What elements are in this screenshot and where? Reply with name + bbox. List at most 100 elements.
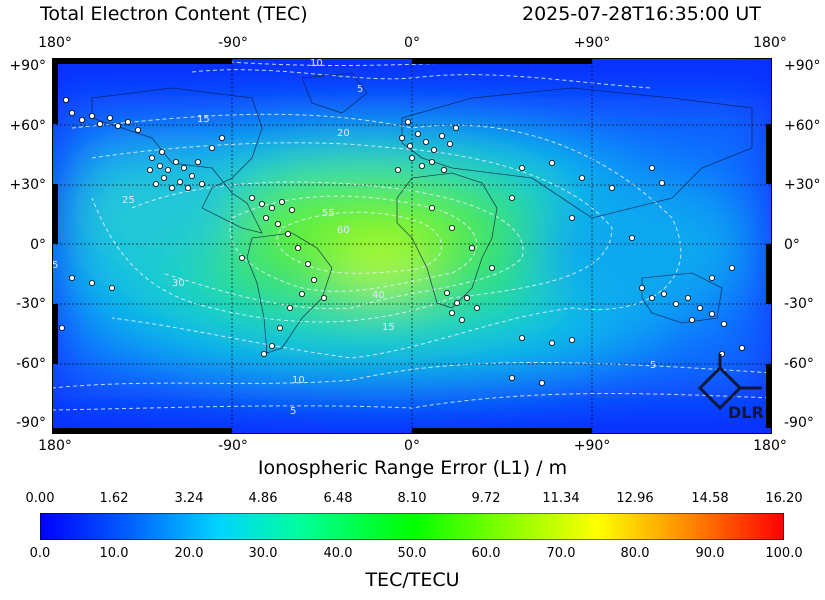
contour-50 (276, 211, 443, 274)
station-marker (430, 147, 437, 154)
station-marker (159, 149, 166, 156)
station-marker (258, 200, 265, 207)
station-marker (260, 350, 267, 357)
colorbar-bottom-tick: 100.0 (765, 546, 803, 561)
station-marker (579, 175, 586, 182)
colorbar-label: TEC/TECU (365, 569, 460, 591)
station-marker (406, 143, 413, 150)
right-lat-tick: -30° (784, 296, 814, 312)
station-marker (739, 344, 746, 351)
tec-map: 10 5 15 20 25 30 40 55 60 15 10 5 5 5 (52, 58, 772, 434)
station-marker (394, 167, 401, 174)
colorbar-bottom-tick: 10.0 (99, 546, 129, 561)
bottom-lon-tick: 180° (753, 438, 787, 454)
left-lat-tick: 0° (30, 237, 46, 253)
frame-band-bottom-2 (412, 428, 592, 434)
contour-label: 5 (52, 260, 58, 271)
colorbar-bottom-tick: 90.0 (695, 546, 725, 561)
station-marker (649, 165, 656, 172)
station-marker (448, 309, 455, 316)
coastline-eurasia (401, 87, 753, 219)
top-lon-tick: 180° (38, 35, 72, 51)
station-marker (508, 374, 515, 381)
station-marker (180, 165, 187, 172)
station-marker (468, 244, 475, 251)
colorbar-top-tick: 1.62 (99, 491, 129, 506)
contour-label: 40 (372, 290, 385, 301)
left-lat-tick: +30° (9, 177, 46, 193)
contour-label: 5 (290, 406, 296, 417)
station-marker (408, 155, 415, 162)
coastline-australia (641, 272, 723, 324)
top-lon-tick: 180° (753, 35, 787, 51)
bottom-lon-tick: -90° (218, 438, 248, 454)
station-marker (689, 316, 696, 323)
station-marker (304, 260, 311, 267)
station-marker (448, 224, 455, 231)
station-marker (609, 185, 616, 192)
coastline-north-america (91, 87, 263, 234)
station-marker (639, 284, 646, 291)
bottom-lon-tick: +90° (573, 438, 611, 454)
colorbar (40, 513, 784, 540)
bottom-lon-tick: 0° (404, 438, 420, 454)
station-marker (310, 276, 317, 283)
coastline-africa (396, 172, 498, 309)
top-lon-tick: 0° (404, 35, 420, 51)
station-marker (508, 194, 515, 201)
station-marker (97, 121, 104, 128)
station-marker (428, 159, 435, 166)
colorbar-top-tick: 11.34 (542, 491, 580, 506)
station-marker (729, 264, 736, 271)
station-marker (298, 290, 305, 297)
right-lat-tick: -90° (784, 415, 814, 431)
contour-label: 20 (337, 128, 350, 139)
coastline-south-america (246, 232, 333, 354)
frame-band-right-3 (766, 364, 772, 428)
colorbar-top-tick: 3.24 (174, 491, 204, 506)
station-marker (569, 336, 576, 343)
station-marker (157, 163, 164, 170)
contour-label: 30 (172, 278, 185, 289)
contour-label: 10 (310, 58, 323, 69)
station-marker (125, 119, 132, 126)
left-lat-tick: -60° (16, 356, 46, 372)
station-marker (518, 165, 525, 172)
station-marker (276, 324, 283, 331)
tec-side-east (532, 178, 752, 318)
station-marker (452, 125, 459, 132)
colorbar-top-tick: 14.58 (691, 491, 729, 506)
colorbar-top-tick: 6.48 (323, 491, 353, 506)
station-marker (709, 310, 716, 317)
frame-band-left-3 (52, 304, 58, 364)
right-lat-tick: +60° (784, 118, 821, 134)
station-marker (661, 290, 668, 297)
station-marker (278, 198, 285, 205)
station-marker (165, 167, 172, 174)
station-marker (268, 204, 275, 211)
map-border (52, 58, 772, 434)
station-marker (262, 214, 269, 221)
station-marker (238, 254, 245, 261)
station-marker (184, 185, 191, 192)
station-marker (107, 115, 114, 122)
station-marker (446, 141, 453, 148)
frame-band-left-1 (52, 64, 58, 124)
station-marker (274, 220, 281, 227)
colorbar-top-tick: 9.72 (471, 491, 501, 506)
station-marker (248, 194, 255, 201)
contour-40 (229, 195, 478, 292)
dlr-logo-text: DLR (728, 403, 764, 422)
frame-band-right-1 (766, 124, 772, 184)
station-marker (78, 117, 85, 124)
colorbar-bottom-tick: 60.0 (471, 546, 501, 561)
frame-band-top-2 (412, 58, 592, 64)
station-marker (458, 316, 465, 323)
station-marker (414, 131, 421, 138)
station-marker (422, 139, 429, 146)
dlr-logo (697, 354, 762, 411)
station-marker (569, 214, 576, 221)
colorbar-bottom-tick: 30.0 (248, 546, 278, 561)
station-marker (169, 185, 176, 192)
left-lat-tick: -30° (16, 296, 46, 312)
